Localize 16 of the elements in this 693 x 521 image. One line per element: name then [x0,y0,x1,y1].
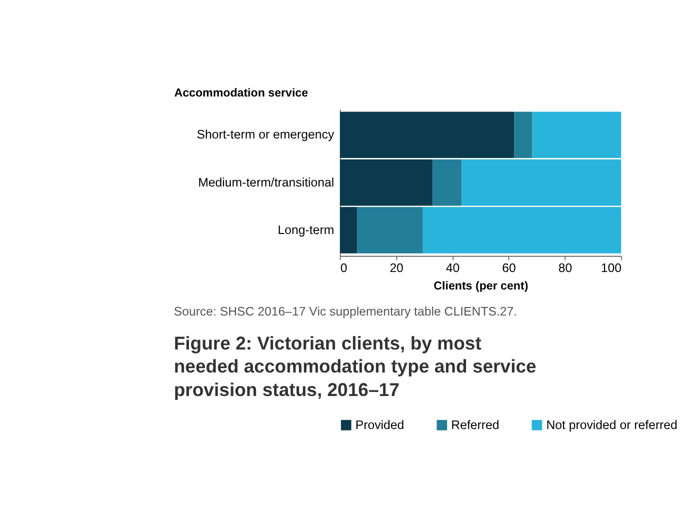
x-axis-title: Clients (per cent) [434,280,528,293]
legend-label: Not provided or referred [546,418,678,432]
source-note: Source: SHSC 2016–17 Vic supplementary table CLIENTS.27. [174,304,518,318]
y-tick-label: Short-term or emergency [196,128,335,142]
x-tick-label: 0 [340,260,348,275]
legend-label: Referred [451,418,500,432]
x-tick-label: 40 [446,260,460,275]
x-tick-label: 60 [502,260,516,275]
y-tick-label: Medium-term/transitional [198,175,334,190]
text: Figure 2: Victorian clients, by most needed accommodation type and service provision status, 2016–17 [174,332,536,400]
legend-label: Provided [355,418,404,432]
x-tick-label: 80 [558,260,572,275]
y-tick-label: Long-term [278,223,334,238]
x-tick-label: 100 [600,260,622,275]
y-axis-title: Accommodation service [174,87,309,100]
x-tick-label: 20 [390,260,404,275]
